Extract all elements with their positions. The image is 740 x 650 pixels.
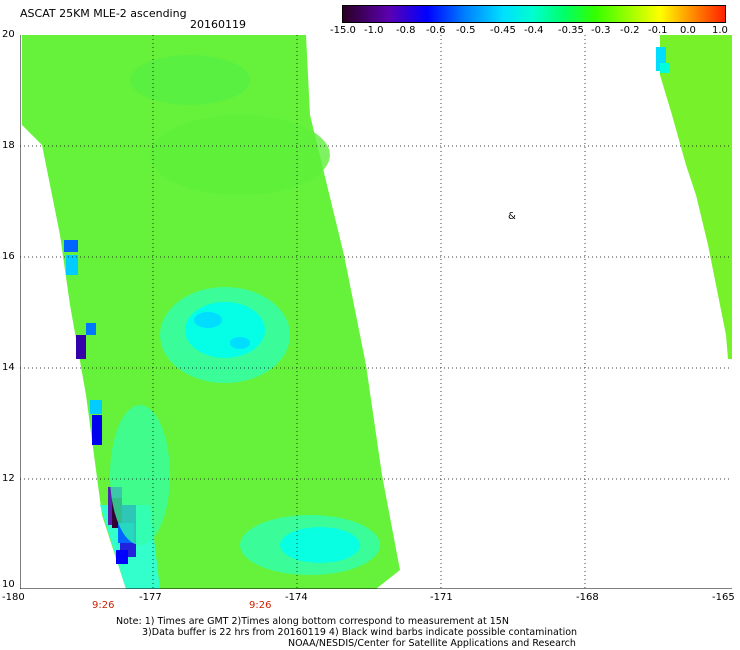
footnotes: Note: 1) Times are GMT 2)Times along bot… — [116, 616, 577, 649]
cb-label: 0.0 — [680, 25, 696, 36]
cb-label: -15.0 — [330, 25, 356, 36]
longitude-label: -177 — [139, 592, 162, 603]
swath-left — [22, 35, 400, 589]
cb-label: -0.1 — [648, 25, 668, 36]
cb-label: -0.5 — [456, 25, 476, 36]
scatterometer-map — [20, 35, 732, 589]
cb-label: -0.35 — [558, 25, 584, 36]
longitude-label: -168 — [576, 592, 599, 603]
latitude-label: 12 — [2, 473, 15, 484]
pass-time-label: 9:26 — [92, 600, 115, 611]
map-date: 20160119 — [190, 18, 246, 31]
latitude-label: 16 — [2, 251, 15, 262]
cb-label: -0.3 — [591, 25, 611, 36]
swath-right — [656, 35, 732, 359]
longitude-label: -171 — [430, 592, 453, 603]
footnote-line: NOAA/NESDIS/Center for Satellite Applica… — [288, 638, 576, 649]
latitude-label: 14 — [2, 362, 15, 373]
longitude-label: -174 — [285, 592, 308, 603]
cb-label: -0.6 — [426, 25, 446, 36]
pass-time-label: 9:26 — [249, 600, 272, 611]
latitude-label: 18 — [2, 140, 15, 151]
graticule — [20, 35, 732, 589]
color-scale-labels: -15.0 -1.0 -0.8 -0.6 -0.5 -0.45 -0.4 -0.… — [330, 25, 730, 37]
color-scale-bar — [342, 5, 726, 23]
latitude-label: 20 — [2, 29, 15, 40]
latitude-label: 10 — [2, 579, 15, 590]
cb-label: -1.0 — [364, 25, 384, 36]
longitude-label: -165 — [712, 592, 735, 603]
map-title: ASCAT 25KM MLE-2 ascending — [20, 7, 187, 20]
cb-label: 1.0 — [712, 25, 728, 36]
cb-label: -0.2 — [620, 25, 640, 36]
island-marker: & — [508, 211, 516, 222]
cb-label: -0.45 — [490, 25, 516, 36]
cb-label: -0.8 — [396, 25, 416, 36]
cb-label: -0.4 — [524, 25, 544, 36]
footnote-line: 3)Data buffer is 22 hrs from 20160119 4)… — [142, 627, 578, 638]
footnote-line: Note: 1) Times are GMT 2)Times along bot… — [116, 616, 509, 627]
longitude-label: -180 — [2, 592, 25, 603]
